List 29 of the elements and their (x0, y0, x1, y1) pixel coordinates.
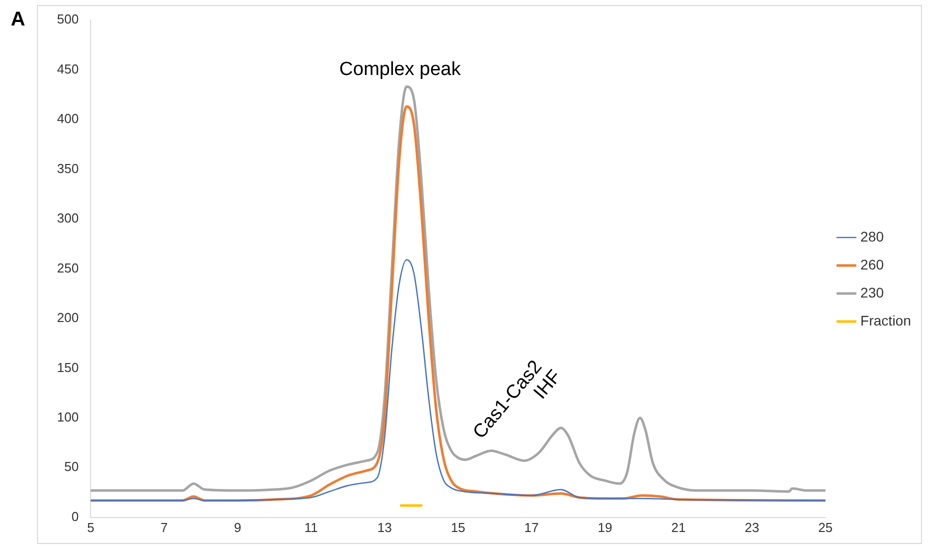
text: A (10, 8, 26, 31)
x-tick-label: 7 (160, 520, 168, 535)
x-tick-label: 11 (304, 520, 318, 535)
y-tick-label: 100 (56, 410, 79, 424)
y-tick-label: 450 (56, 61, 79, 76)
x-tick-label: 19 (598, 520, 612, 535)
annotation: Complex peak (339, 59, 462, 80)
x-tick-label: 9 (234, 520, 242, 535)
x-tick-label: 13 (377, 520, 392, 535)
y-tick-label: 400 (56, 111, 79, 126)
line-series (90, 259, 826, 502)
x-tick-label: 15 (450, 520, 466, 535)
x-tick-label: 5 (87, 520, 94, 535)
y-tick-label: 300 (56, 210, 79, 226)
legend-label: 230 (860, 284, 884, 300)
y-tick-label: 350 (56, 160, 79, 176)
legend-label: 280 (860, 228, 884, 244)
y-tick-label: 0 (71, 508, 79, 524)
x-tick-label: 25 (818, 520, 833, 535)
legend-label: 260 (860, 256, 884, 272)
y-tick-label: 50 (64, 459, 79, 474)
y-tick-label: 500 (56, 12, 79, 27)
legend-label: Fraction (860, 312, 912, 328)
x-tick-label: 23 (744, 520, 760, 535)
y-tick-label: 250 (56, 260, 79, 276)
x-tick-label: 17 (524, 520, 539, 535)
y-tick-label: 150 (56, 360, 79, 375)
x-tick-label: 21 (671, 520, 686, 535)
y-tick-label: 200 (56, 310, 79, 326)
